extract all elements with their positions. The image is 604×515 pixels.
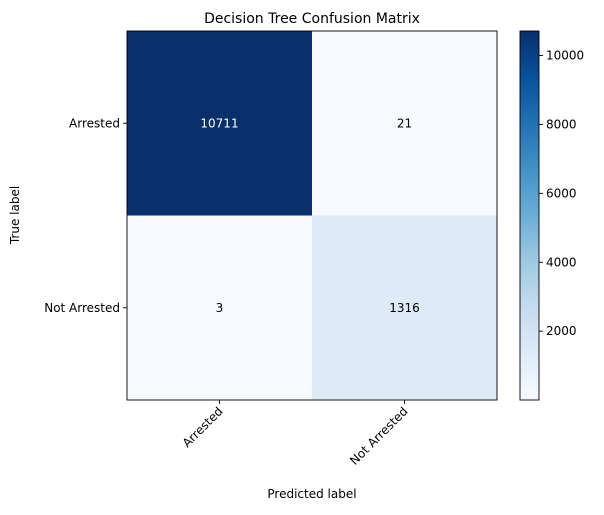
colorbar-tick-label-3: 8000 [546, 117, 577, 131]
matrix-cell-0-0 [127, 31, 313, 216]
colorbar-ticks: 2000 4000 6000 8000 10000 [539, 49, 584, 338]
x-tick-label-0: Arrested [180, 404, 226, 450]
colorbar [519, 30, 540, 401]
cell-value-label-0-0: 10711 [200, 116, 238, 130]
colorbar-tick-label-4: 10000 [546, 49, 584, 63]
cell-value-label-1-0: 3 [216, 301, 224, 315]
colorbar-tick-label-0: 2000 [546, 324, 577, 338]
chart-title: Decision Tree Confusion Matrix [204, 11, 420, 27]
cell-value-label-1-1: 1316 [389, 301, 420, 315]
plot-frame [126, 30, 498, 401]
matrix-cell-0-1 [312, 31, 498, 216]
y-axis-ticks: Arrested Not Arrested [44, 116, 127, 315]
matrix-cell-1-1 [312, 215, 498, 401]
colorbar-tick-label-1: 4000 [546, 255, 577, 269]
x-axis-label: Predicted label [267, 487, 356, 501]
y-axis-label: True label [8, 186, 22, 245]
matrix-cells: 10711 21 3 1316 [127, 31, 498, 401]
x-tick-label-1: Not Arrested [347, 404, 410, 467]
y-tick-label-0: Arrested [69, 116, 120, 130]
colorbar-tick-label-2: 6000 [546, 186, 577, 200]
matrix-cell-1-0 [127, 215, 313, 401]
y-tick-label-1: Not Arrested [44, 301, 120, 315]
x-axis-ticks: Arrested Not Arrested [180, 400, 411, 468]
cell-value-label-0-1: 21 [397, 116, 412, 130]
